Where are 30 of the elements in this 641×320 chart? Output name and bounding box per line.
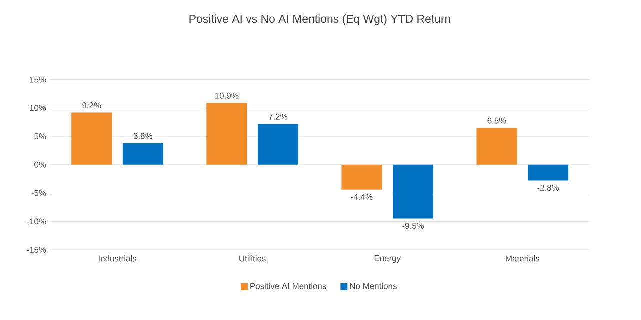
data-label: -9.5% [402,223,424,229]
x-tick-label: Materials [506,256,540,262]
x-tick-label: Utilities [240,256,266,262]
data-label: 7.2% [269,114,288,120]
data-label: 6.5% [488,118,506,124]
y-tick-label: 15% [30,76,46,83]
y-tick-label: 5% [34,134,46,140]
y-tick-label: 10% [30,105,46,112]
bar [476,128,518,165]
x-tick-label: Industrials [99,256,137,262]
y-tick-label: -15% [27,247,46,253]
data-label: 10.9% [216,92,239,99]
x-tick-label: Energy [374,256,402,264]
data-label: 3.8% [134,133,153,140]
legend-label: No Mentions [350,283,397,290]
bar [342,164,382,190]
bar [122,143,164,165]
bar [258,124,298,165]
bar [528,164,569,181]
chart-title: Positive AI vs No AI Mentions (Eq Wgt) YTD Return [190,14,450,26]
y-tick-label: -5% [32,190,46,196]
legend-label: Positive AI Mentions [250,283,326,290]
bar [393,164,434,219]
y-tick-label: -10% [27,218,46,225]
data-label: -2.8% [538,185,560,191]
data-label: 9.2% [82,102,102,109]
y-tick-label: 0% [34,162,46,168]
bar [206,103,248,165]
bar [72,112,112,165]
data-label: -4.4% [351,194,373,200]
